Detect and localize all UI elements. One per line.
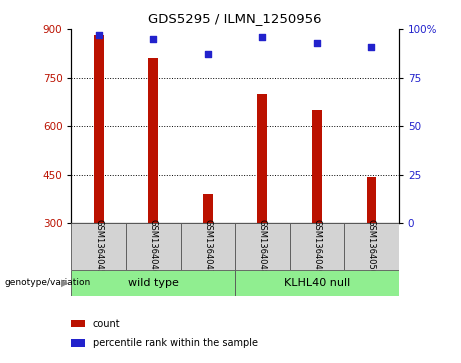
Bar: [312, 110, 322, 223]
Bar: [148, 58, 158, 223]
Text: GSM1364045: GSM1364045: [94, 219, 103, 275]
Bar: [71, 270, 235, 296]
Point: [95, 32, 102, 38]
Text: GSM1364048: GSM1364048: [258, 219, 267, 275]
Point: [149, 36, 157, 42]
Text: GSM1364047: GSM1364047: [203, 219, 213, 275]
Text: genotype/variation: genotype/variation: [5, 278, 91, 287]
Text: wild type: wild type: [128, 278, 179, 288]
Point: [259, 34, 266, 40]
Point: [368, 44, 375, 49]
Bar: [235, 270, 399, 296]
Bar: [71, 339, 84, 347]
Text: percentile rank within the sample: percentile rank within the sample: [93, 338, 258, 348]
Bar: [181, 223, 235, 270]
Bar: [71, 319, 84, 327]
Bar: [126, 223, 181, 270]
Bar: [290, 223, 344, 270]
Bar: [344, 223, 399, 270]
Text: KLHL40 null: KLHL40 null: [284, 278, 350, 288]
Bar: [366, 177, 376, 223]
Bar: [94, 35, 104, 223]
Text: count: count: [93, 318, 120, 329]
Bar: [258, 94, 267, 223]
Bar: [71, 223, 126, 270]
Point: [313, 40, 321, 45]
Point: [204, 52, 212, 57]
Text: GSM1364049: GSM1364049: [313, 219, 321, 275]
Title: GDS5295 / ILMN_1250956: GDS5295 / ILMN_1250956: [148, 12, 322, 25]
Text: GSM1364046: GSM1364046: [149, 219, 158, 275]
Bar: [203, 194, 213, 223]
Text: ▶: ▶: [61, 277, 69, 287]
Bar: [235, 223, 290, 270]
Text: GSM1364050: GSM1364050: [367, 219, 376, 275]
